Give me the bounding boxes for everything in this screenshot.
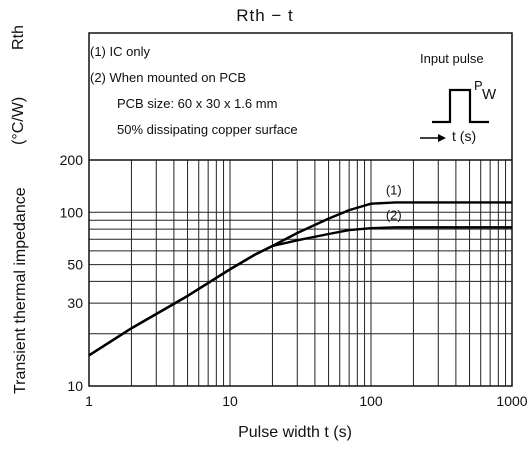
pulse-waveform (432, 88, 489, 124)
plot-frame (88, 32, 513, 387)
y-tick-label: 200 (60, 152, 84, 168)
note-ic-only: (1) IC only (90, 44, 150, 59)
pulse-w-label: W (482, 86, 497, 103)
plot-border (88, 32, 513, 387)
y-axis-unit: (°C/W) (10, 96, 27, 145)
series-group: (1) (2) (88, 182, 512, 357)
grid (89, 160, 512, 386)
y-axis-label: Transient thermal impedance (12, 187, 29, 394)
y-tick-label: 100 (60, 204, 84, 220)
series-label-2: (2) (386, 207, 402, 222)
series-label-1: (1) (386, 182, 402, 197)
input-pulse-icon (420, 88, 489, 142)
input-pulse-title: Input pulse (420, 51, 484, 66)
x-axis-label: Pulse width t (s) (238, 424, 352, 441)
pulse-p-label: P (474, 78, 483, 93)
y-tick-label: 50 (67, 257, 83, 273)
note-copper-surface: 50% dissipating copper surface (117, 122, 298, 137)
series-line-2 (88, 226, 512, 357)
y-tick-label: 10 (67, 378, 83, 394)
y-tick-label: 30 (67, 295, 83, 311)
note-pcb-size: PCB size: 60 x 30 x 1.6 mm (117, 96, 278, 111)
y-axis-symbol: Rth (10, 25, 27, 50)
pulse-t-label: t (s) (452, 128, 477, 144)
x-tick-label: 100 (359, 393, 383, 409)
x-tick-label: 1 (85, 393, 93, 409)
x-tick-label: 1000 (496, 393, 527, 409)
x-tick-label: 10 (222, 393, 238, 409)
y-axis-unit-block: (°C/W) Rth (10, 25, 28, 145)
series-line-1 (88, 201, 512, 357)
pulse-time-arrowhead (438, 134, 446, 142)
note-pcb-mounted: (2) When mounted on PCB (90, 70, 247, 85)
chart-title: Rth − t (236, 6, 294, 25)
